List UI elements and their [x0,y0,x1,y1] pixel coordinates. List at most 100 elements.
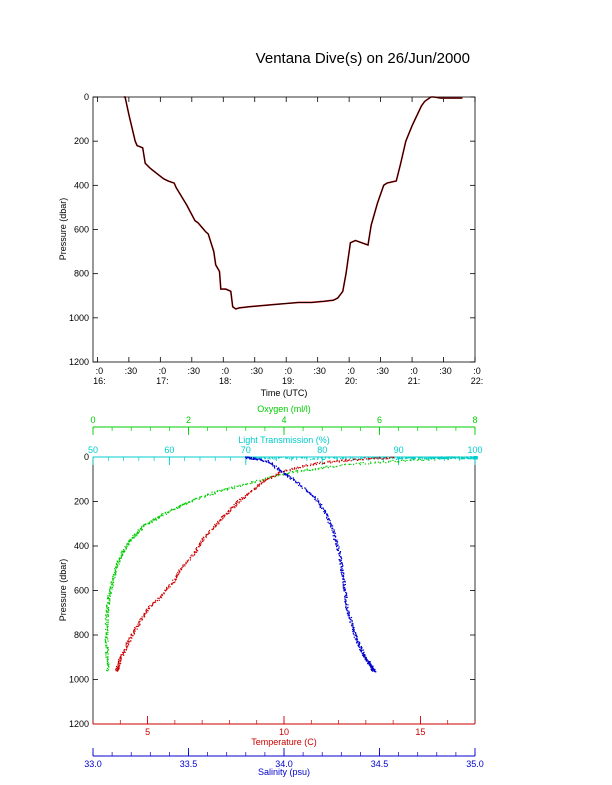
data-point [342,581,344,583]
data-point [104,636,107,638]
data-point [326,513,328,515]
data-point [341,573,343,575]
data-point [106,669,108,671]
data-point [350,463,352,465]
data-point [140,528,142,530]
data-point [345,604,347,606]
data-point [193,554,195,556]
data-point [107,615,109,618]
data-point [212,527,215,530]
data-point [356,638,358,640]
data-point [105,614,107,616]
data-point [345,594,347,596]
data-point [314,469,317,471]
data-point [194,498,196,500]
data-point [217,521,219,524]
data-point [111,586,114,588]
x-tick-label-minutes: :30 [250,366,263,376]
data-point [207,533,209,535]
data-point [196,497,198,500]
param-axis-tick-label: 4 [281,415,286,425]
data-point [370,461,372,463]
x-tick-label-hour: 19: [282,376,295,386]
data-point [109,589,111,591]
data-point [263,460,265,463]
data-point [177,574,179,576]
data-point [350,457,352,459]
data-point [286,473,288,475]
data-point [230,509,232,511]
data-point [138,621,140,623]
data-point [267,477,269,480]
data-point [214,492,216,494]
data-point [116,665,118,668]
data-point [368,463,370,465]
data-point [161,514,163,516]
data-point [164,511,166,513]
data-point [411,458,413,460]
y-tick-label: 1200 [69,719,89,729]
data-point [249,457,251,459]
data-point [272,463,274,465]
data-point [365,660,367,662]
data-point [130,634,132,636]
data-point [318,467,320,469]
data-point [369,661,371,663]
data-point [296,457,298,459]
data-point [319,503,321,505]
data-point [342,569,344,572]
profile-series [245,456,377,673]
data-point [300,470,303,472]
x-tick-label-minutes: :30 [313,366,326,376]
data-point [399,458,401,460]
data-point [339,560,341,562]
data-point [263,481,265,483]
data-point [329,460,331,462]
data-point [201,495,203,497]
data-point [342,578,344,580]
y-tick-label: 0 [84,452,89,462]
data-point [383,457,385,459]
data-point [157,516,159,518]
data-point [173,508,175,510]
data-point [330,462,332,464]
data-point [290,476,292,478]
data-point [374,461,376,463]
data-point [250,456,252,459]
data-point [353,629,355,631]
data-point [347,610,349,612]
data-point [180,505,182,507]
data-point [336,541,338,543]
data-point [448,456,450,458]
data-point [287,457,289,459]
data-point [339,465,341,467]
data-point [450,456,453,458]
profile-series [246,456,478,461]
data-point [319,461,321,463]
data-point [125,546,127,549]
data-point [257,484,259,486]
data-point [370,457,373,459]
data-point [138,531,140,534]
data-point [337,549,339,552]
data-point [371,668,373,670]
data-point [253,458,255,460]
data-point [327,518,329,521]
data-point [120,659,122,661]
data-point [125,649,127,651]
data-point [378,457,380,459]
data-point [130,640,132,642]
data-point [109,600,111,602]
data-point [364,463,366,465]
data-point [295,480,297,482]
data-point [106,607,108,610]
data-point [299,482,301,484]
data-point [367,662,369,664]
data-point [140,617,142,620]
data-point [352,629,354,632]
data-point [116,667,118,669]
data-point [119,662,121,664]
data-point [421,459,423,461]
data-point [338,546,340,548]
data-point [342,588,345,590]
